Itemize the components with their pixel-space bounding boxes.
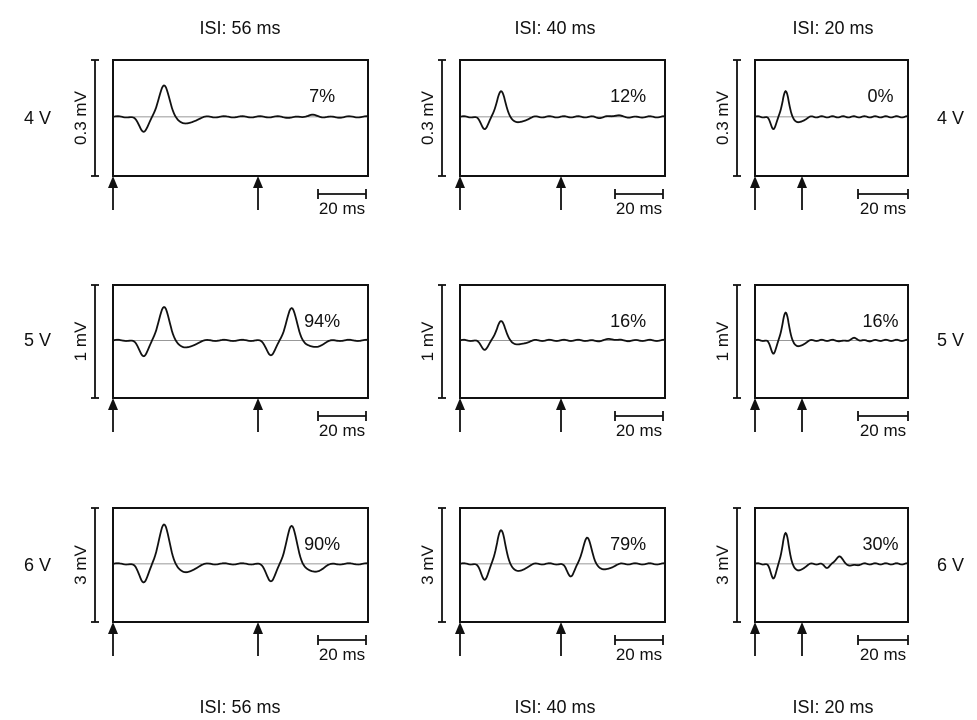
stimulus-arrow-1-head <box>108 398 118 410</box>
stimulus-arrow-2-head <box>253 176 263 188</box>
facilitation-percent: 79% <box>610 534 646 554</box>
stimulus-arrow-1-head <box>108 176 118 188</box>
stimulus-arrow-1-head <box>455 176 465 188</box>
panel-frame <box>754 284 909 399</box>
voltage-scale-label: 1 mV <box>713 321 732 361</box>
time-scale-label: 20 ms <box>616 421 662 440</box>
voltage-scale-label: 3 mV <box>71 545 90 585</box>
stimulus-arrow-2-head <box>556 398 566 410</box>
column-header-bottom-isi-20: ISI: 20 ms <box>792 697 873 717</box>
stimulus-arrow-2-head <box>253 622 263 634</box>
facilitation-percent: 90% <box>304 534 340 554</box>
panel-r2-c0: 3 mV 90% 20 ms <box>71 507 369 664</box>
stimulus-arrow-2-head <box>797 398 807 410</box>
panel-frame <box>459 284 666 399</box>
column-header-top-isi-56: ISI: 56 ms <box>199 18 280 38</box>
stimulus-arrow-1-head <box>750 176 760 188</box>
column-header-bottom-isi-40: ISI: 40 ms <box>514 697 595 717</box>
facilitation-percent: 30% <box>862 534 898 554</box>
panel-frame <box>459 59 666 177</box>
voltage-scale-label: 1 mV <box>71 321 90 361</box>
panel-r1-c1: 1 mV 16% 20 ms <box>418 284 666 440</box>
panel-r0-c0: 0.3 mV 7% 20 ms <box>71 59 369 218</box>
facilitation-percent: 16% <box>610 311 646 331</box>
facilitation-percent: 12% <box>610 86 646 106</box>
voltage-scale-label: 3 mV <box>418 545 437 585</box>
time-scale-label: 20 ms <box>616 199 662 218</box>
time-scale-label: 20 ms <box>319 645 365 664</box>
panel-r1-c0: 1 mV 94% 20 ms <box>71 284 369 440</box>
stimulus-arrow-2-head <box>253 398 263 410</box>
time-scale-label: 20 ms <box>860 645 906 664</box>
row-label-right-6v: 6 V <box>937 555 964 575</box>
stimulus-arrow-1-head <box>108 622 118 634</box>
stimulus-arrow-1-head <box>455 398 465 410</box>
column-header-top-isi-20: ISI: 20 ms <box>792 18 873 38</box>
response-trace <box>754 90 909 131</box>
row-label-right-4v: 4 V <box>937 108 964 128</box>
time-scale-label: 20 ms <box>860 199 906 218</box>
facilitation-percent: 16% <box>862 311 898 331</box>
voltage-scale-label: 0.3 mV <box>71 90 90 145</box>
voltage-scale-label: 0.3 mV <box>418 90 437 145</box>
column-header-top-isi-40: ISI: 40 ms <box>514 18 595 38</box>
stimulus-arrow-2-head <box>797 176 807 188</box>
panel-r2-c2: 3 mV 30% 20 ms <box>713 507 909 664</box>
panel-r0-c1: 0.3 mV 12% 20 ms <box>418 59 666 218</box>
stimulus-arrow-1-head <box>455 622 465 634</box>
panel-frame <box>112 59 369 177</box>
column-header-bottom-isi-56: ISI: 56 ms <box>199 697 280 717</box>
row-label-left-4v: 4 V <box>24 108 51 128</box>
row-label-right-5v: 5 V <box>937 330 964 350</box>
stimulus-arrow-1-head <box>750 398 760 410</box>
time-scale-label: 20 ms <box>319 421 365 440</box>
response-trace <box>459 90 666 131</box>
panel-frame <box>754 507 909 623</box>
panel-r0-c2: 0.3 mV 0% 20 ms <box>713 59 909 218</box>
row-label-left-5v: 5 V <box>24 330 51 350</box>
stimulus-arrow-1-head <box>750 622 760 634</box>
time-scale-label: 20 ms <box>860 421 906 440</box>
voltage-scale-label: 0.3 mV <box>713 90 732 145</box>
response-trace <box>754 531 908 580</box>
facilitation-percent: 0% <box>867 86 893 106</box>
panel-frame <box>459 507 666 623</box>
response-trace <box>112 84 369 133</box>
panel-frame <box>754 59 909 177</box>
response-trace <box>459 529 665 581</box>
response-trace <box>459 320 665 351</box>
response-trace <box>754 311 908 355</box>
response-trace <box>112 305 368 358</box>
row-label-left-6v: 6 V <box>24 555 51 575</box>
response-trace <box>112 523 368 584</box>
stimulus-arrow-2-head <box>797 622 807 634</box>
stimulus-arrow-2-head <box>556 176 566 188</box>
panel-grid: 0.3 mV 7% 20 ms 0.3 mV 12% 20 ms 0.3 mV 0% 20 ms… <box>71 59 909 664</box>
time-scale-label: 20 ms <box>616 645 662 664</box>
time-scale-label: 20 ms <box>319 199 365 218</box>
panel-r1-c2: 1 mV 16% 20 ms <box>713 284 909 440</box>
voltage-scale-label: 1 mV <box>418 321 437 361</box>
panel-r2-c1: 3 mV 79% 20 ms <box>418 507 666 664</box>
panel-frame <box>112 284 369 399</box>
facilitation-percent: 7% <box>309 86 335 106</box>
voltage-scale-label: 3 mV <box>713 545 732 585</box>
stimulus-arrow-2-head <box>556 622 566 634</box>
facilitation-percent: 94% <box>304 311 340 331</box>
panel-frame <box>112 507 369 623</box>
